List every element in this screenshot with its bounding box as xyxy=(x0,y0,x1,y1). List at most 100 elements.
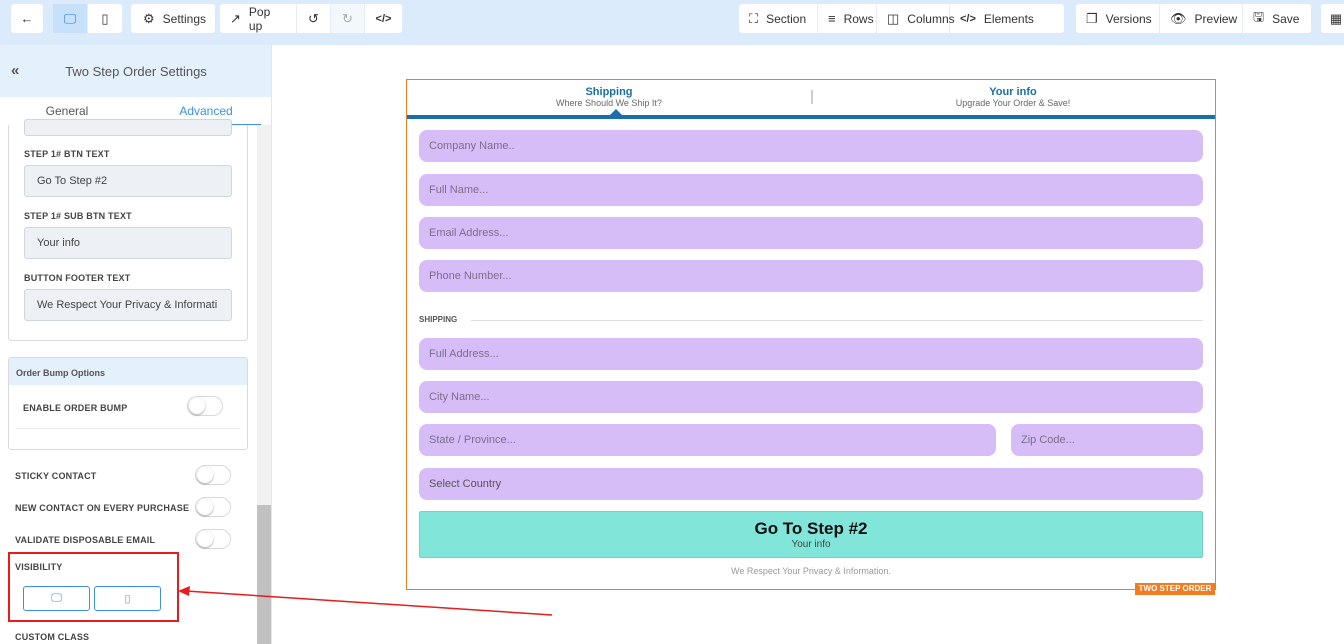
columns-button[interactable]: ◫ Columns xyxy=(877,4,955,33)
step-bar xyxy=(407,115,1215,119)
arrow-left-icon: ← xyxy=(20,11,34,26)
country-select[interactable]: Select Country xyxy=(419,468,1203,500)
button-footer-text-input[interactable]: We Respect Your Privacy & Informati xyxy=(24,289,232,321)
redo-button[interactable]: ↻ xyxy=(331,4,365,33)
company-name-field[interactable]: Company Name.. xyxy=(419,130,1203,162)
divider xyxy=(16,428,240,429)
full-address-field[interactable]: Full Address... xyxy=(419,338,1203,370)
visibility-label: VISIBILITY xyxy=(15,562,63,572)
gears-icon: ⚙ xyxy=(143,10,155,26)
rows-button[interactable]: ≡ Rows xyxy=(818,4,877,33)
sidebar-title: Two Step Order Settings xyxy=(65,63,207,79)
rows-icon: ≡ xyxy=(828,11,836,26)
new-contact-label: NEW CONTACT ON EVERY PURCHASE xyxy=(15,503,190,513)
scrollbar-track[interactable] xyxy=(257,125,271,644)
two-step-order-element[interactable]: Shipping Where Should We Ship It? Your i… xyxy=(406,79,1216,595)
settings-label: Settings xyxy=(162,11,207,26)
popup-button[interactable]: ↗ Pop up xyxy=(220,4,297,33)
columns-label: Columns xyxy=(907,11,955,26)
validate-email-label: VALIDATE DISPOSABLE EMAIL xyxy=(15,535,156,545)
save-button[interactable]: 🖫 Save xyxy=(1243,4,1311,33)
section-button[interactable]: ⛶ Section xyxy=(739,4,818,33)
save-icon: 🖫 xyxy=(1253,8,1265,24)
preview-button[interactable]: 👁 Preview xyxy=(1160,4,1243,33)
enable-order-bump-label: ENABLE ORDER BUMP xyxy=(23,403,128,413)
tab-general[interactable]: General xyxy=(45,104,89,118)
versions-button[interactable]: ❐ Versions xyxy=(1076,4,1160,33)
desktop-icon: 🖵 xyxy=(63,10,77,26)
back-button[interactable]: ← xyxy=(11,4,43,33)
scrollbar-thumb[interactable] xyxy=(257,505,271,644)
sticky-contact-toggle[interactable] xyxy=(195,465,231,485)
apps-button[interactable]: ▦ xyxy=(1321,4,1344,33)
eye-icon: 👁 xyxy=(1170,10,1187,26)
button-subtitle: Your info xyxy=(791,539,831,550)
save-label: Save xyxy=(1272,11,1300,26)
visibility-mobile-button[interactable]: ▯ xyxy=(94,586,161,611)
go-to-step-2-button[interactable]: Go To Step #2 Your info xyxy=(419,511,1203,558)
rows-label: Rows xyxy=(843,11,874,26)
order-bump-title: Order Bump Options xyxy=(9,358,247,385)
step-subtitle: Upgrade Your Order & Save! xyxy=(955,98,1071,108)
toolbar-group-edit: ↗ Pop up ↺ ↻ </> xyxy=(220,4,402,33)
popup-label: Pop up xyxy=(248,4,271,33)
partial-input[interactable] xyxy=(24,119,232,136)
divider xyxy=(471,320,1203,321)
enable-order-bump-toggle[interactable] xyxy=(187,396,223,416)
redo-icon: ↻ xyxy=(342,10,353,26)
undo-button[interactable]: ↺ xyxy=(297,4,331,33)
external-edit-icon: ↗ xyxy=(230,10,241,26)
settings-sidebar: Two Step Order Settings « General Advanc… xyxy=(0,45,272,644)
step-title: Shipping xyxy=(585,86,633,98)
versions-icon: ❐ xyxy=(1086,10,1098,26)
validate-email-toggle[interactable] xyxy=(195,529,231,549)
sidebar-header: Two Step Order Settings xyxy=(0,45,271,97)
step1-btn-text-input[interactable]: Go To Step #2 xyxy=(24,165,232,197)
section-label: Section xyxy=(766,11,807,26)
toolbar-group-publish: ❐ Versions 👁 Preview 🖫 Save xyxy=(1076,4,1311,33)
elements-label: Elements xyxy=(983,11,1034,26)
code-button[interactable]: </> xyxy=(365,4,402,33)
custom-class-label: CUSTOM CLASS xyxy=(15,632,90,642)
order-bump-panel: Order Bump Options ENABLE ORDER BUMP xyxy=(8,357,248,450)
columns-icon: ◫ xyxy=(887,10,900,26)
city-field[interactable]: City Name... xyxy=(419,381,1203,413)
element-badge: TWO STEP ORDER xyxy=(1135,583,1215,595)
new-contact-toggle[interactable] xyxy=(195,497,231,517)
step1-btn-text-label: STEP 1# BTN TEXT xyxy=(24,149,110,159)
button-text-group xyxy=(8,125,248,341)
full-name-field[interactable]: Full Name... xyxy=(419,174,1203,206)
button-footer-text-label: BUTTON FOOTER TEXT xyxy=(24,273,131,283)
step-title: Your info xyxy=(989,86,1037,98)
annotation-arrow xyxy=(178,586,553,616)
collapse-icon[interactable]: « xyxy=(11,62,20,79)
top-toolbar: ← 🖵 ▯ ⚙ Settings ↗ Pop up ↺ ↻ </> ⛶ Section… xyxy=(0,0,1344,45)
button-title: Go To Step #2 xyxy=(754,519,868,538)
sticky-contact-label: STICKY CONTACT xyxy=(15,471,97,481)
code-icon: </> xyxy=(960,12,976,25)
grid-icon: ▦ xyxy=(1329,10,1343,26)
visibility-desktop-button[interactable]: 🖵 xyxy=(23,586,90,611)
device-switch: 🖵 ▯ xyxy=(53,4,122,33)
undo-icon: ↺ xyxy=(308,10,319,26)
step-tab-your-info[interactable]: Your info Upgrade Your Order & Save! xyxy=(811,80,1215,108)
preview-label: Preview xyxy=(1194,11,1238,26)
highlight-box xyxy=(8,552,179,622)
code-icon: </> xyxy=(375,12,392,25)
email-field[interactable]: Email Address... xyxy=(419,217,1203,249)
zip-field[interactable]: Zip Code... xyxy=(1011,424,1203,456)
state-field[interactable]: State / Province... xyxy=(419,424,996,456)
section-icon: ⛶ xyxy=(749,10,759,26)
versions-label: Versions xyxy=(1105,11,1152,26)
elements-button[interactable]: </> Elements xyxy=(950,4,1064,33)
settings-button[interactable]: ⚙ Settings xyxy=(131,4,215,33)
step1-sub-btn-text-input[interactable]: Your info xyxy=(24,227,232,259)
desktop-icon: 🖵 xyxy=(51,592,62,604)
step1-sub-btn-text-label: STEP 1# SUB BTN TEXT xyxy=(24,211,132,221)
mobile-view-button[interactable]: ▯ xyxy=(88,4,122,33)
mobile-icon: ▯ xyxy=(101,10,109,26)
phone-field[interactable]: Phone Number... xyxy=(419,260,1203,292)
active-step-pointer xyxy=(610,109,622,115)
step-tab-shipping[interactable]: Shipping Where Should We Ship It? xyxy=(407,80,811,108)
desktop-view-button[interactable]: 🖵 xyxy=(53,4,88,33)
